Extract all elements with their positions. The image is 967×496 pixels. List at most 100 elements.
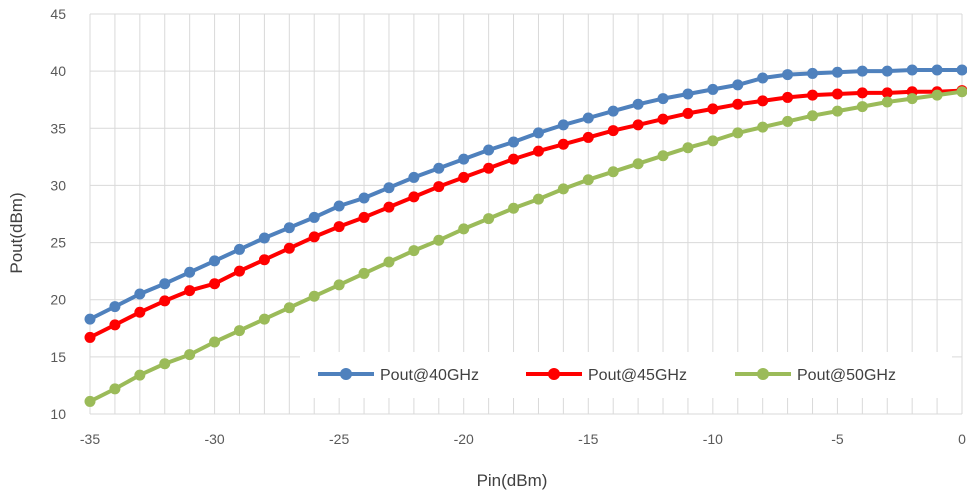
- data-point: [682, 142, 694, 154]
- data-point: [657, 93, 669, 105]
- y-tick-label: 20: [50, 292, 66, 308]
- data-point: [831, 88, 843, 100]
- data-point: [458, 153, 470, 165]
- data-point: [682, 107, 694, 119]
- data-point: [881, 96, 893, 108]
- x-tick-label: -35: [80, 431, 100, 447]
- x-tick-label: -20: [454, 431, 474, 447]
- data-point: [508, 136, 520, 148]
- x-tick-labels: -35 -30 -25 -20 -15 -10 -5 0: [80, 431, 966, 447]
- series-Pout@50GHz: [84, 86, 967, 407]
- data-point: [508, 153, 520, 165]
- data-point: [707, 135, 719, 147]
- data-point: [308, 290, 320, 302]
- data-point: [283, 242, 295, 254]
- data-point: [607, 105, 619, 117]
- y-tick-label: 10: [50, 406, 66, 422]
- data-point: [532, 145, 544, 157]
- y-tick-label: 40: [50, 63, 66, 79]
- legend: Pout@40GHz Pout@45GHz Pout@50GHz: [300, 352, 952, 398]
- data-point: [159, 358, 171, 370]
- data-point: [408, 191, 420, 203]
- data-point: [607, 166, 619, 178]
- data-point: [582, 112, 594, 124]
- data-point: [109, 319, 121, 331]
- data-point: [757, 72, 769, 84]
- data-point: [657, 150, 669, 162]
- data-point: [433, 234, 445, 246]
- data-point: [931, 64, 943, 76]
- data-point: [383, 201, 395, 213]
- data-point: [557, 138, 569, 150]
- data-point: [856, 65, 868, 77]
- data-point: [757, 95, 769, 107]
- data-point: [807, 67, 819, 79]
- data-point: [707, 83, 719, 95]
- data-point: [732, 79, 744, 91]
- y-tick-label: 45: [50, 6, 66, 22]
- data-point: [184, 266, 196, 278]
- data-point: [84, 331, 96, 343]
- data-point: [956, 86, 967, 98]
- series-layer: [84, 64, 967, 407]
- data-point: [956, 64, 967, 76]
- y-tick-label: 35: [50, 120, 66, 136]
- x-tick-label: -30: [204, 431, 224, 447]
- data-point: [84, 313, 96, 325]
- data-point: [881, 87, 893, 99]
- data-point: [931, 89, 943, 101]
- data-point: [458, 223, 470, 235]
- data-point: [134, 369, 146, 381]
- legend-box: [300, 352, 952, 398]
- series-line: [89, 88, 963, 340]
- data-point: [184, 285, 196, 297]
- data-point: [209, 278, 221, 290]
- data-point: [233, 243, 245, 255]
- legend-label: Pout@50GHz: [797, 367, 896, 384]
- data-point: [483, 162, 495, 174]
- series-Pout@40GHz: [84, 64, 967, 325]
- data-point: [233, 265, 245, 277]
- data-point: [209, 336, 221, 348]
- x-tick-label: 0: [958, 431, 966, 447]
- data-point: [283, 302, 295, 314]
- data-point: [159, 278, 171, 290]
- data-point: [782, 91, 794, 103]
- y-tick-label: 30: [50, 177, 66, 193]
- data-point: [632, 98, 644, 110]
- data-point: [184, 349, 196, 361]
- data-point: [134, 306, 146, 318]
- data-point: [383, 256, 395, 268]
- data-point: [807, 89, 819, 101]
- data-point: [582, 131, 594, 143]
- data-point: [258, 254, 270, 266]
- series-Pout@45GHz: [84, 85, 967, 343]
- data-point: [856, 101, 868, 113]
- data-point: [358, 267, 370, 279]
- data-point: [358, 192, 370, 204]
- y-axis-title: Pout(dBm): [7, 192, 26, 273]
- data-point: [109, 301, 121, 313]
- x-tick-label: -25: [329, 431, 349, 447]
- x-tick-label: -10: [703, 431, 723, 447]
- data-point: [408, 171, 420, 183]
- data-point: [657, 113, 669, 125]
- legend-marker: [340, 368, 352, 380]
- data-point: [508, 202, 520, 214]
- data-point: [906, 93, 918, 105]
- data-point: [532, 193, 544, 205]
- data-point: [881, 65, 893, 77]
- data-point: [906, 64, 918, 76]
- data-point: [557, 119, 569, 131]
- y-tick-labels: 10 15 20 25 30 35 40 45: [50, 6, 66, 422]
- x-tick-label: -5: [831, 431, 844, 447]
- data-point: [458, 171, 470, 183]
- data-point: [782, 69, 794, 81]
- data-point: [707, 103, 719, 115]
- data-point: [532, 127, 544, 139]
- data-point: [483, 144, 495, 156]
- data-point: [308, 211, 320, 223]
- data-point: [732, 127, 744, 139]
- data-point: [782, 115, 794, 127]
- legend-marker: [757, 368, 769, 380]
